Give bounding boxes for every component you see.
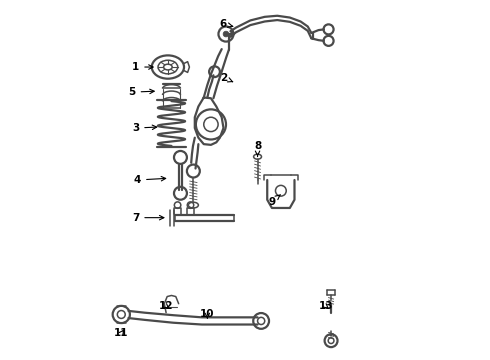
Text: 8: 8 [254, 141, 261, 157]
Text: 7: 7 [132, 213, 164, 222]
Text: 2: 2 [220, 73, 233, 83]
Text: 3: 3 [132, 123, 157, 133]
Text: 12: 12 [159, 301, 173, 311]
Text: 11: 11 [114, 328, 128, 338]
Text: 5: 5 [128, 87, 154, 97]
Text: 10: 10 [200, 310, 215, 319]
Circle shape [223, 31, 229, 37]
Text: 13: 13 [318, 301, 333, 311]
Text: 9: 9 [269, 195, 280, 207]
Text: 1: 1 [132, 62, 153, 72]
Text: 6: 6 [220, 19, 233, 29]
Text: 4: 4 [134, 175, 166, 185]
